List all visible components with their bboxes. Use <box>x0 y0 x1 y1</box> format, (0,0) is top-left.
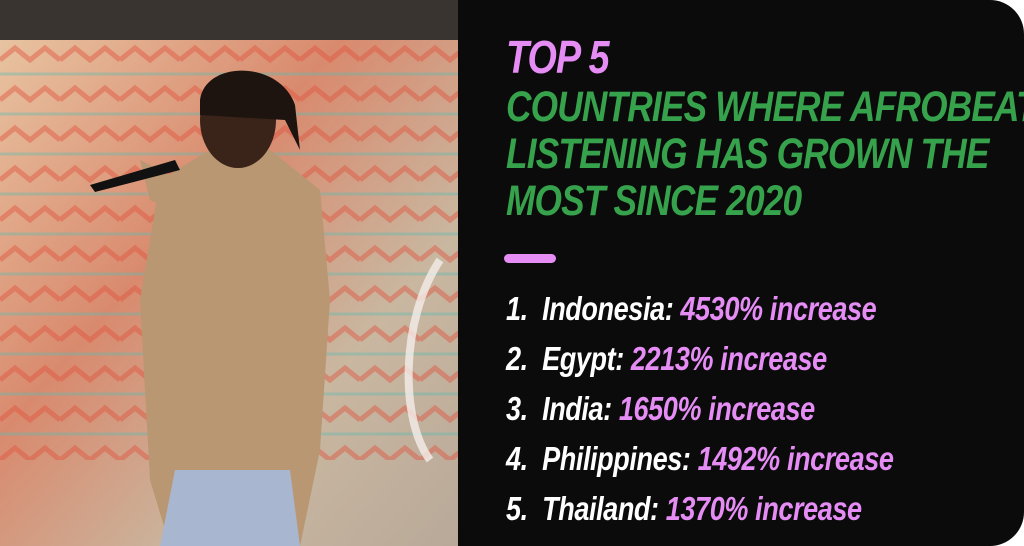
list-item: 3. India: 1650% increase <box>506 390 815 428</box>
country: Thailand: <box>542 490 659 527</box>
country: Egypt: <box>542 340 624 377</box>
growth: 1492% increase <box>697 440 894 477</box>
divider <box>504 254 556 263</box>
text-panel: TOP 5 COUNTRIES WHERE AFROBEATS LISTENIN… <box>458 0 1024 546</box>
kicker: TOP 5 <box>506 31 610 83</box>
list-item: 5. Thailand: 1370% increase <box>506 490 862 528</box>
list-item: 4. Philippines: 1492% increase <box>506 440 894 478</box>
rank: 3. <box>506 390 528 427</box>
country: India: <box>542 390 612 427</box>
title-line: LISTENING HAS GROWN THE <box>506 130 989 178</box>
country: Indonesia: <box>542 290 674 327</box>
rank: 1. <box>506 290 528 327</box>
growth: 4530% increase <box>680 290 877 327</box>
rank: 5. <box>506 490 528 527</box>
growth: 1370% increase <box>665 490 862 527</box>
rank: 2. <box>506 340 528 377</box>
list-item: 2. Egypt: 2213% increase <box>506 340 827 378</box>
growth: 2213% increase <box>630 340 827 377</box>
growth: 1650% increase <box>618 390 815 427</box>
rank: 4. <box>506 440 528 477</box>
list-item: 1. Indonesia: 4530% increase <box>506 290 877 328</box>
title-line: COUNTRIES WHERE AFROBEATS <box>506 83 1024 131</box>
country: Philippines: <box>542 440 691 477</box>
title-line: MOST SINCE 2020 <box>506 177 802 225</box>
concert-photo <box>0 0 470 546</box>
